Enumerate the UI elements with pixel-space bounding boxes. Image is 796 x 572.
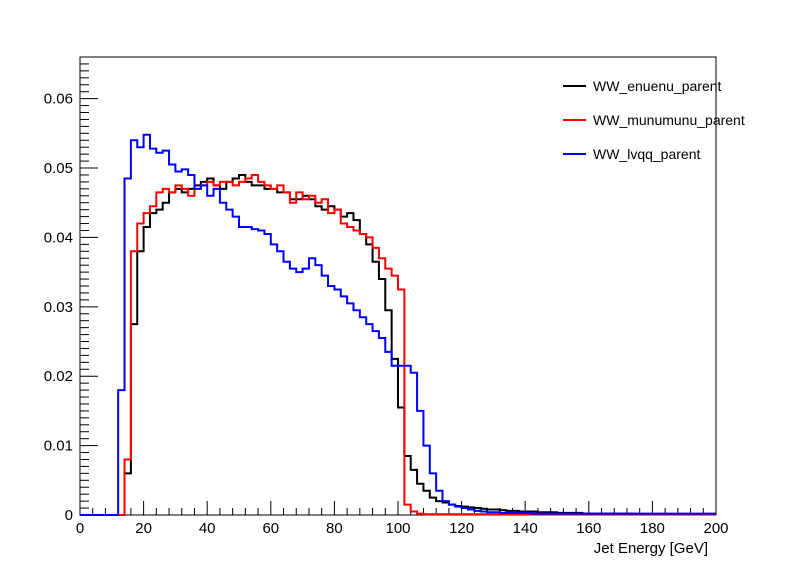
legend: WW_enuenu_parent WW_munumunu_parent WW_lvq…: [563, 78, 745, 162]
x-tick-label: 60: [262, 520, 279, 537]
series-layer: [80, 133, 716, 516]
y-tick-label: 0.04: [44, 229, 73, 246]
x-axis: 0 20 40 60 80 100 120 140 160 180 200: [76, 501, 729, 537]
x-tick-label: 200: [703, 520, 728, 537]
series-line: [80, 173, 716, 516]
y-tick-label: 0: [65, 507, 73, 524]
x-tick-label: 100: [385, 520, 410, 537]
x-axis-title: Jet Energy [GeV]: [594, 540, 708, 557]
x-tick-label: 120: [449, 520, 474, 537]
x-tick-label: 180: [640, 520, 665, 537]
series-line: [80, 133, 716, 516]
y-tick-label: 0.01: [44, 438, 73, 455]
y-tick-label: 0.02: [44, 368, 73, 385]
legend-entry: WW_munumunu_parent: [593, 112, 745, 128]
legend-entry: WW_lvqq_parent: [593, 146, 700, 162]
x-tick-label: 140: [513, 520, 538, 537]
series-line: [80, 173, 716, 516]
x-tick-label: 80: [326, 520, 343, 537]
y-tick-label: 0.06: [44, 91, 73, 108]
x-tick-label: 0: [76, 520, 84, 537]
y-tick-label: 0.03: [44, 299, 73, 316]
x-tick-label: 20: [135, 520, 152, 537]
x-tick-label: 160: [576, 520, 601, 537]
y-axis: 0 0.01 0.02 0.03 0.04 0.05 0.06: [44, 63, 98, 524]
x-tick-label: 40: [199, 520, 216, 537]
y-tick-label: 0.05: [44, 160, 73, 177]
legend-entry: WW_enuenu_parent: [593, 78, 722, 94]
